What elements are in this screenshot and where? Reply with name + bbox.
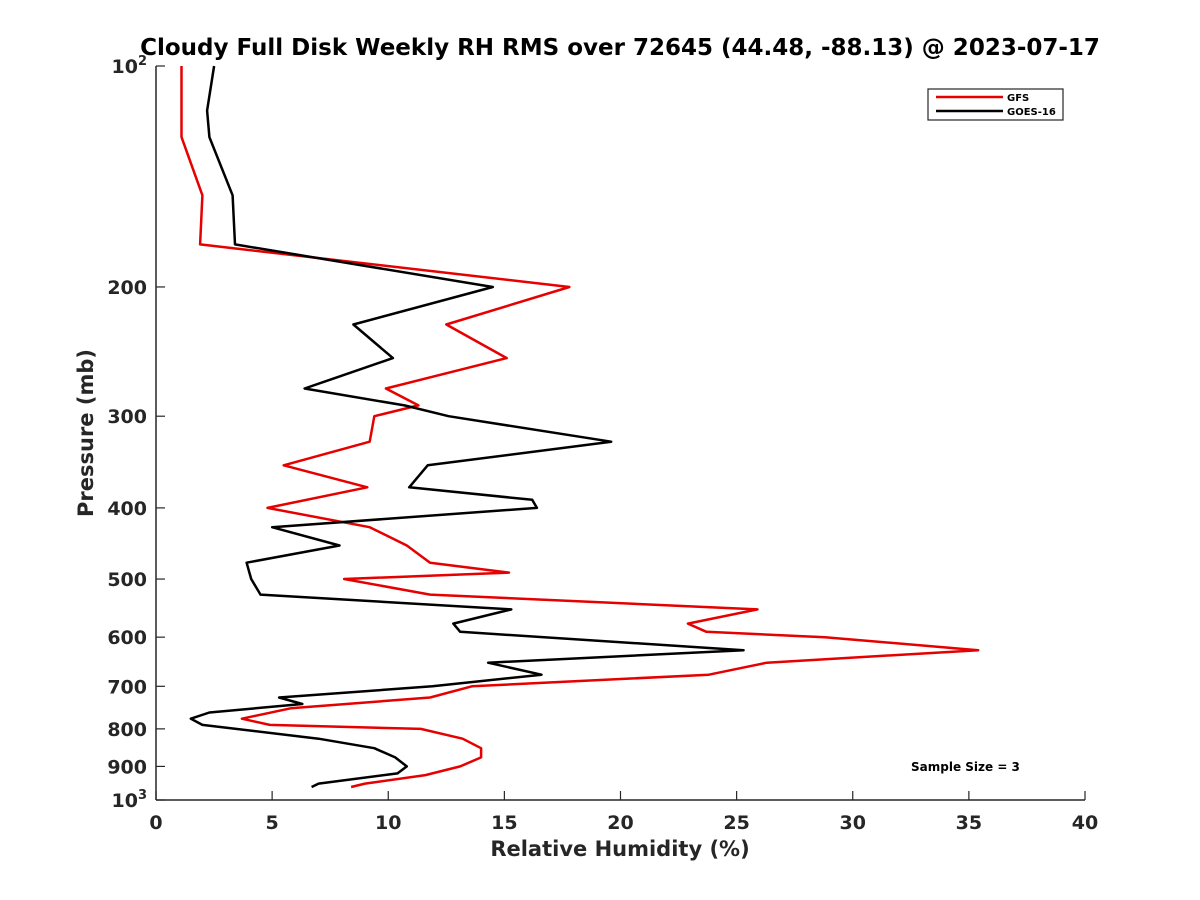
y-tick-base: 10 <box>112 56 138 78</box>
y-tick-label: 500 <box>107 569 147 591</box>
legend-box <box>927 88 1064 121</box>
series-line-goes-16 <box>189 65 745 789</box>
x-tick-label: 35 <box>956 812 982 834</box>
y-tick-base: 10 <box>112 790 138 812</box>
y-tick-exponent: 3 <box>138 788 147 803</box>
y-axis-label: Pressure (mb) <box>74 349 98 517</box>
y-tick-label: 400 <box>107 498 147 520</box>
y-tick-label: 102 <box>112 54 148 78</box>
x-tick-label: 10 <box>375 812 401 834</box>
y-tick-label: 900 <box>107 756 147 778</box>
x-tick-label: 0 <box>149 812 162 834</box>
y-tick-label: 800 <box>107 719 147 741</box>
sample-size-annotation: Sample Size = 3 <box>911 760 1020 774</box>
x-tick-label: 25 <box>723 812 749 834</box>
x-tick-label: 30 <box>840 812 866 834</box>
legend: GFS GOES-16 <box>927 88 1064 121</box>
y-tick-exponent: 2 <box>138 54 147 69</box>
y-tick-label: 600 <box>107 627 147 649</box>
x-axis-label: Relative Humidity (%) <box>490 837 749 861</box>
series-layer <box>180 65 980 789</box>
x-tick-label: 5 <box>266 812 279 834</box>
plot-area <box>155 65 1085 801</box>
y-tick-label: 300 <box>107 406 147 428</box>
x-tick-label: 40 <box>1072 812 1098 834</box>
legend-label-goes16: GOES-16 <box>1007 107 1056 118</box>
x-tick-label: 15 <box>491 812 517 834</box>
y-tick-label: 200 <box>107 277 147 299</box>
series-line-gfs <box>180 66 980 789</box>
y-tick-label: 103 <box>112 788 148 812</box>
y-tick-label: 700 <box>107 676 147 698</box>
x-tick-label: 20 <box>607 812 633 834</box>
legend-label-gfs: GFS <box>1007 93 1029 104</box>
x-axis-ticks: 0 5 10 15 20 25 30 35 40 <box>149 791 1098 834</box>
chart-title: Cloudy Full Disk Weekly RH RMS over 7264… <box>140 35 1100 61</box>
